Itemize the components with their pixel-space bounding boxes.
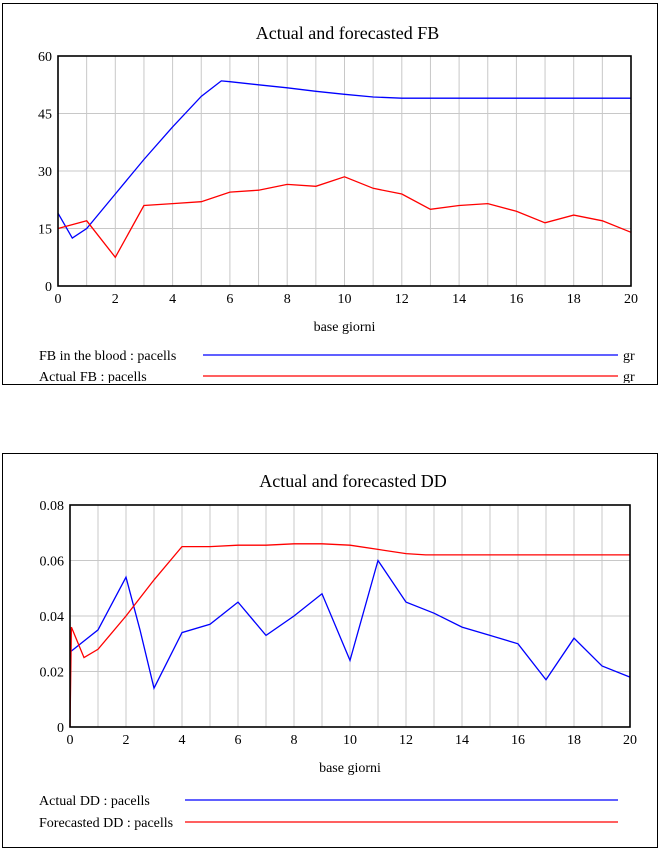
x-tick-label: 10 xyxy=(338,292,352,307)
legend-label: Forecasted DD : pacells xyxy=(39,816,173,831)
x-tick-label: 16 xyxy=(509,292,523,307)
y-tick-label: 0.02 xyxy=(40,666,65,681)
legend-label: Actual DD : pacells xyxy=(39,794,150,809)
chart-dd: Actual and forecasted DD 0 0.02 0.04 0.06 0.0… xyxy=(39,471,637,831)
plot-frame xyxy=(69,504,631,728)
x-tick-label: 20 xyxy=(624,292,638,307)
series-line-2 xyxy=(69,543,630,728)
series-line-2 xyxy=(57,176,632,259)
x-tick-label: 14 xyxy=(455,733,469,748)
x-tick-label: 10 xyxy=(343,733,357,748)
x-tick-label: 12 xyxy=(395,292,409,307)
x-tick-label: 0 xyxy=(67,733,74,748)
legend-label: Actual FB : pacells xyxy=(39,370,147,383)
x-tick-label: 6 xyxy=(226,292,233,307)
x-tick-label: 16 xyxy=(511,733,525,748)
y-tick-label: 30 xyxy=(38,165,52,180)
x-tick-label: 2 xyxy=(112,292,119,307)
y-tick-label: 0.04 xyxy=(40,610,65,625)
x-tick-label: 0 xyxy=(55,292,62,307)
x-tick-label: 8 xyxy=(291,733,298,748)
x-tick-label: 12 xyxy=(399,733,413,748)
legend-label: FB in the blood : pacells xyxy=(39,349,176,364)
x-tick-label: 18 xyxy=(567,733,581,748)
legend-unit: gr xyxy=(623,349,635,364)
x-tick-label: 14 xyxy=(452,292,466,307)
chart-title: Actual and forecasted FB xyxy=(256,23,439,43)
y-tick-label: 45 xyxy=(38,108,52,123)
y-tick-label: 0.06 xyxy=(40,555,65,570)
legend-unit: gr xyxy=(623,370,635,383)
x-tick-label: 18 xyxy=(567,292,581,307)
y-tick-label: 60 xyxy=(38,50,52,65)
x-tick-label: 8 xyxy=(284,292,291,307)
series-line-1 xyxy=(69,558,631,691)
chart-fb: Actual and forecasted FB 0 15 30 45 60 0 2 4 6 8 10… xyxy=(38,23,638,385)
y-tick-label: 0 xyxy=(45,280,52,295)
x-tick-label: 6 xyxy=(235,733,242,748)
x-tick-label: 20 xyxy=(623,733,637,748)
chart-panel-fb: Actual and forecasted FB 0 15 30 45 60 0 2 4 6 8 10… xyxy=(2,3,658,385)
x-tick-label: 4 xyxy=(169,292,176,307)
chart-title: Actual and forecasted DD xyxy=(259,471,446,491)
y-tick-label: 0 xyxy=(57,721,64,736)
chart-panel-dd: Actual and forecasted DD 0 0.02 0.04 0.06 0.0… xyxy=(2,453,658,848)
y-tick-label: 15 xyxy=(38,223,52,238)
x-tick-label: 2 xyxy=(123,733,130,748)
x-axis-label: base giorni xyxy=(314,320,376,335)
y-tick-label: 0.08 xyxy=(40,499,65,514)
x-tick-label: 4 xyxy=(179,733,186,748)
x-axis-label: base giorni xyxy=(319,761,381,776)
series-line-1 xyxy=(57,80,631,240)
plot-frame xyxy=(57,55,632,287)
